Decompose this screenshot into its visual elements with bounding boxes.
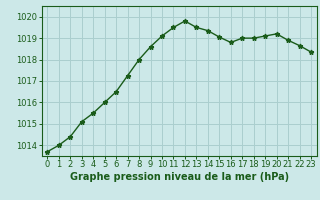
X-axis label: Graphe pression niveau de la mer (hPa): Graphe pression niveau de la mer (hPa) (70, 172, 289, 182)
